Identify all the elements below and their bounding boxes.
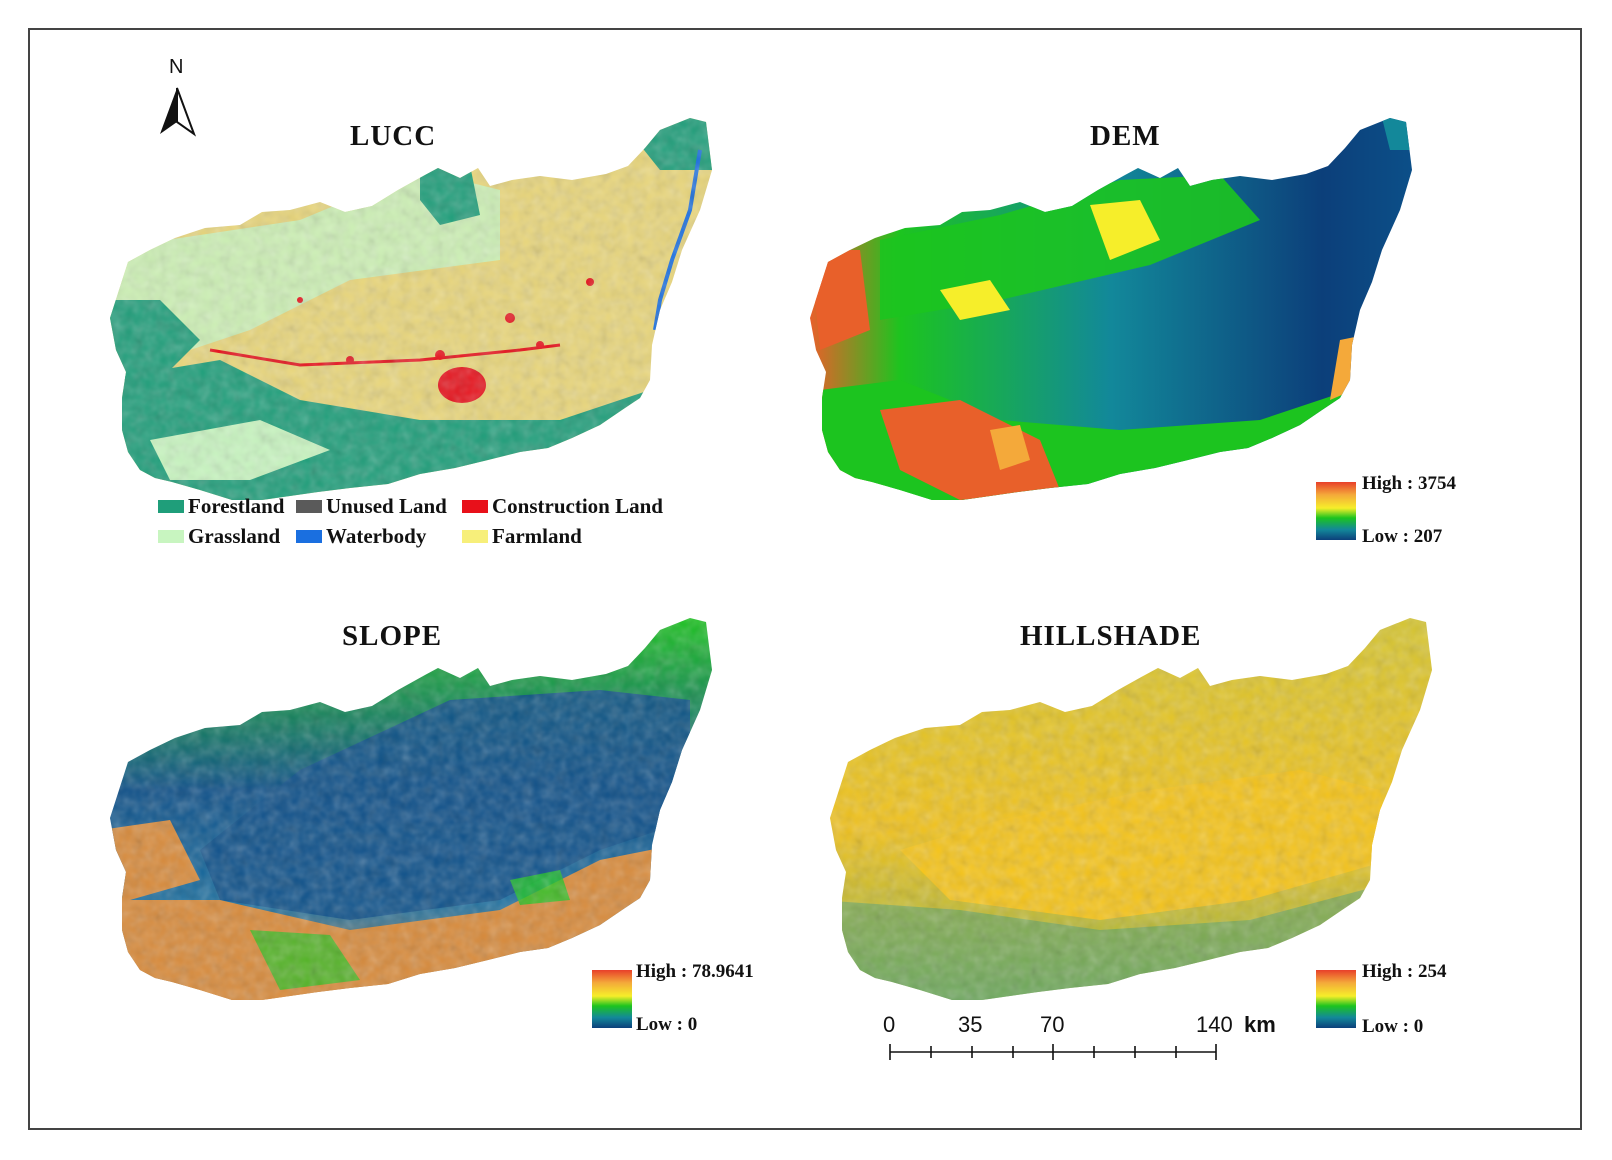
slope-color-ramp [592,970,632,1028]
hillshade-map [830,618,1432,1000]
scale-unit: km [1244,1012,1276,1037]
hillshade-low-label: Low : 0 [1362,1016,1424,1037]
lucc-title: LUCC [350,120,437,152]
dem-high-label: High : 3754 [1362,473,1456,494]
north-arrow-icon [160,87,197,137]
legend-forestland: Forestland [158,494,284,519]
scale-tick-35: 35 [958,1012,983,1037]
legend-label: Farmland [492,524,582,548]
dem-low-label: Low : 207 [1362,526,1443,547]
scale-tick-140: 140 [1196,1012,1233,1037]
legend-label: Construction Land [492,494,663,518]
legend-construction-land: Construction Land [462,494,663,519]
north-label: N [169,56,184,78]
swatch-unused-land [296,500,322,513]
slope-high-label: High : 78.9641 [636,961,754,982]
legend-waterbody: Waterbody [296,524,426,549]
swatch-waterbody [296,530,322,543]
slope-low-label: Low : 0 [636,1014,698,1035]
scale-bar [889,1044,1217,1060]
dem-color-ramp [1316,482,1356,540]
hillshade-title: HILLSHADE [1020,620,1202,652]
legend-label: Grassland [188,524,281,548]
lucc-map [110,118,712,500]
dem-map [810,118,1412,500]
legend-farmland: Farmland [462,524,582,549]
swatch-farmland [462,530,488,543]
swatch-forestland [158,500,184,513]
hillshade-color-ramp [1316,970,1356,1028]
slope-map [110,618,712,1000]
swatch-construction-land [462,500,488,513]
slope-title: SLOPE [342,620,443,652]
legend-grassland: Grassland [158,524,280,549]
legend-label: Unused Land [326,494,447,518]
dem-title: DEM [1090,120,1161,152]
scale-tick-70: 70 [1040,1012,1065,1037]
swatch-grassland [158,530,184,543]
legend-label: Waterbody [326,524,427,548]
legend-unused-land: Unused Land [296,494,447,519]
scale-tick-0: 0 [883,1012,896,1037]
hillshade-high-label: High : 254 [1362,961,1447,982]
legend-label: Forestland [188,494,285,518]
